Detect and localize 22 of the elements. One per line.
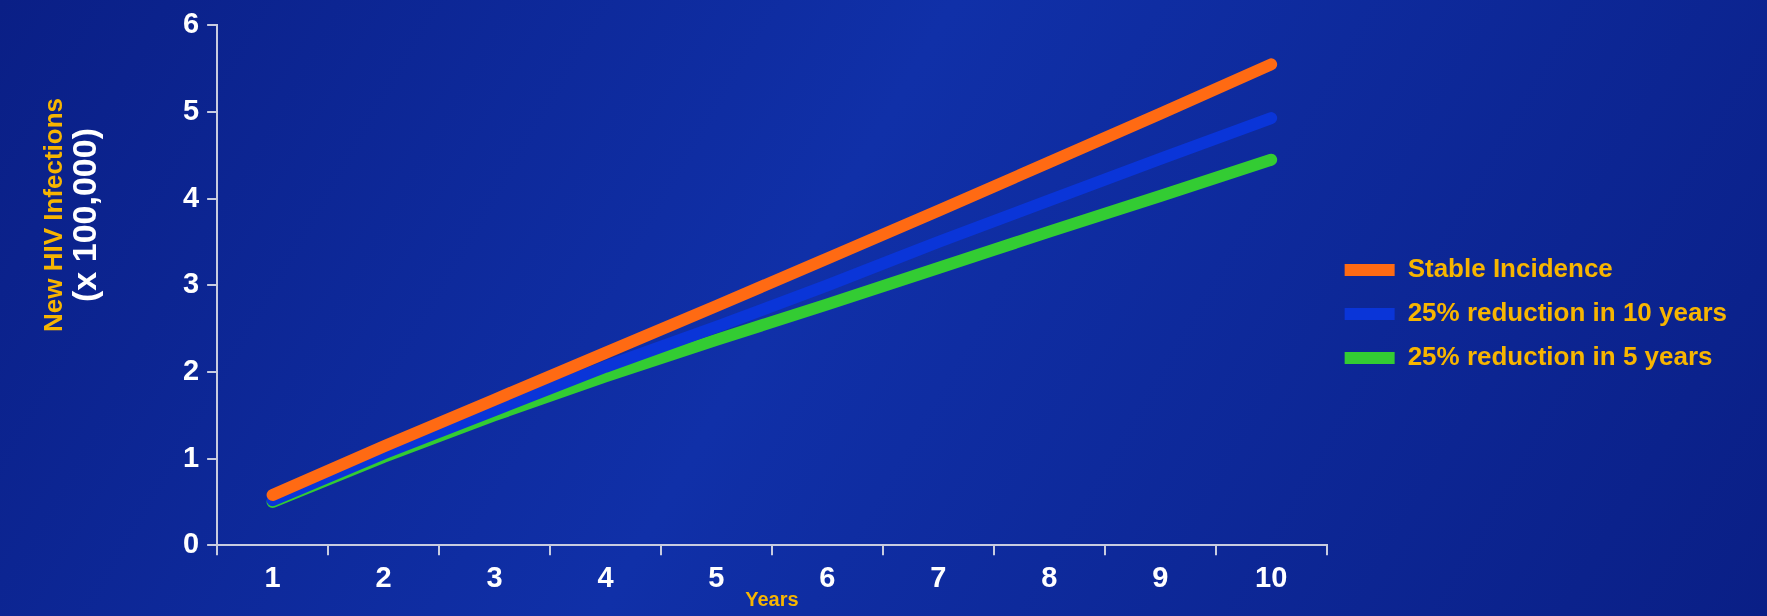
y-tick-label: 2 [182, 353, 200, 386]
x-tick-label: 6 [819, 560, 836, 593]
x-axis-title: Years [745, 587, 799, 610]
y-tick-label: 0 [182, 527, 200, 560]
legend-label: 25% reduction in 10 years [1407, 297, 1728, 328]
legend-label: 25% reduction in 5 years [1407, 341, 1713, 372]
x-tick-label: 1 [264, 560, 281, 593]
y-tick-label: 5 [182, 94, 200, 127]
y-tick-label: 6 [182, 7, 200, 40]
x-tick-label: 7 [930, 560, 947, 593]
x-tick-label: 2 [375, 560, 392, 593]
y-tick-label: 3 [182, 267, 200, 300]
x-tick-label: 5 [708, 560, 725, 593]
y-tick-label: 1 [182, 440, 200, 473]
legend-label: Stable Incidence [1407, 253, 1613, 284]
x-tick-label: 9 [1152, 560, 1169, 593]
y-axis-title: New HIV Infections (x 100,000) [38, 97, 104, 335]
y-tick-label: 4 [182, 180, 200, 213]
x-tick-label: 4 [597, 560, 614, 593]
x-tick-label: 3 [486, 560, 503, 593]
x-tick-label: 10 [1255, 560, 1288, 593]
x-tick-label: 8 [1041, 560, 1058, 593]
